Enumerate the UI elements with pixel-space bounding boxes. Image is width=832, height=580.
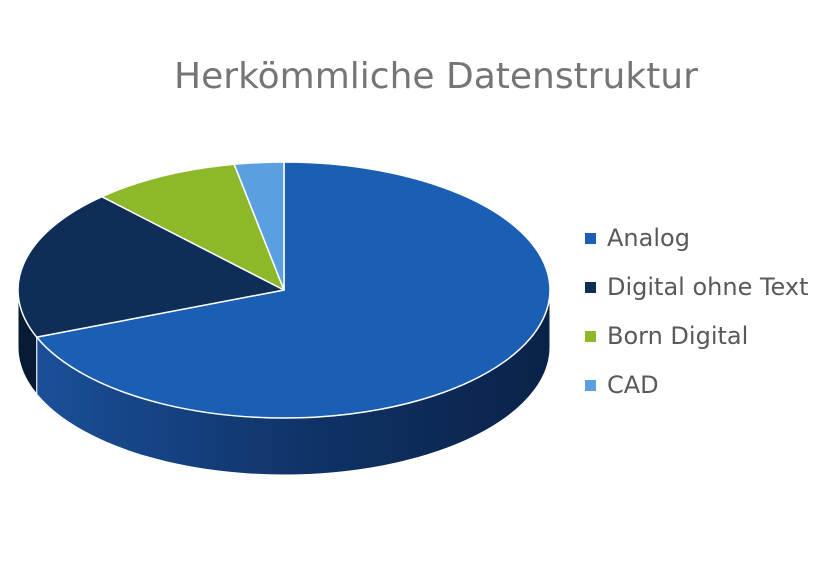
legend-swatch <box>585 380 596 391</box>
legend-label: Born Digital <box>607 322 748 350</box>
chart-title: Herkömmliche Datenstruktur <box>174 56 698 97</box>
slice <box>233 161 285 291</box>
legend-swatch <box>585 331 596 342</box>
slice <box>35 161 551 419</box>
legend-label: CAD <box>607 371 659 399</box>
legend-label: Digital ohne Text <box>607 273 809 301</box>
slice <box>101 163 285 291</box>
slice <box>17 195 285 338</box>
legend-swatch <box>585 282 596 293</box>
legend-swatch <box>585 233 596 244</box>
legend-label: Analog <box>607 224 690 252</box>
